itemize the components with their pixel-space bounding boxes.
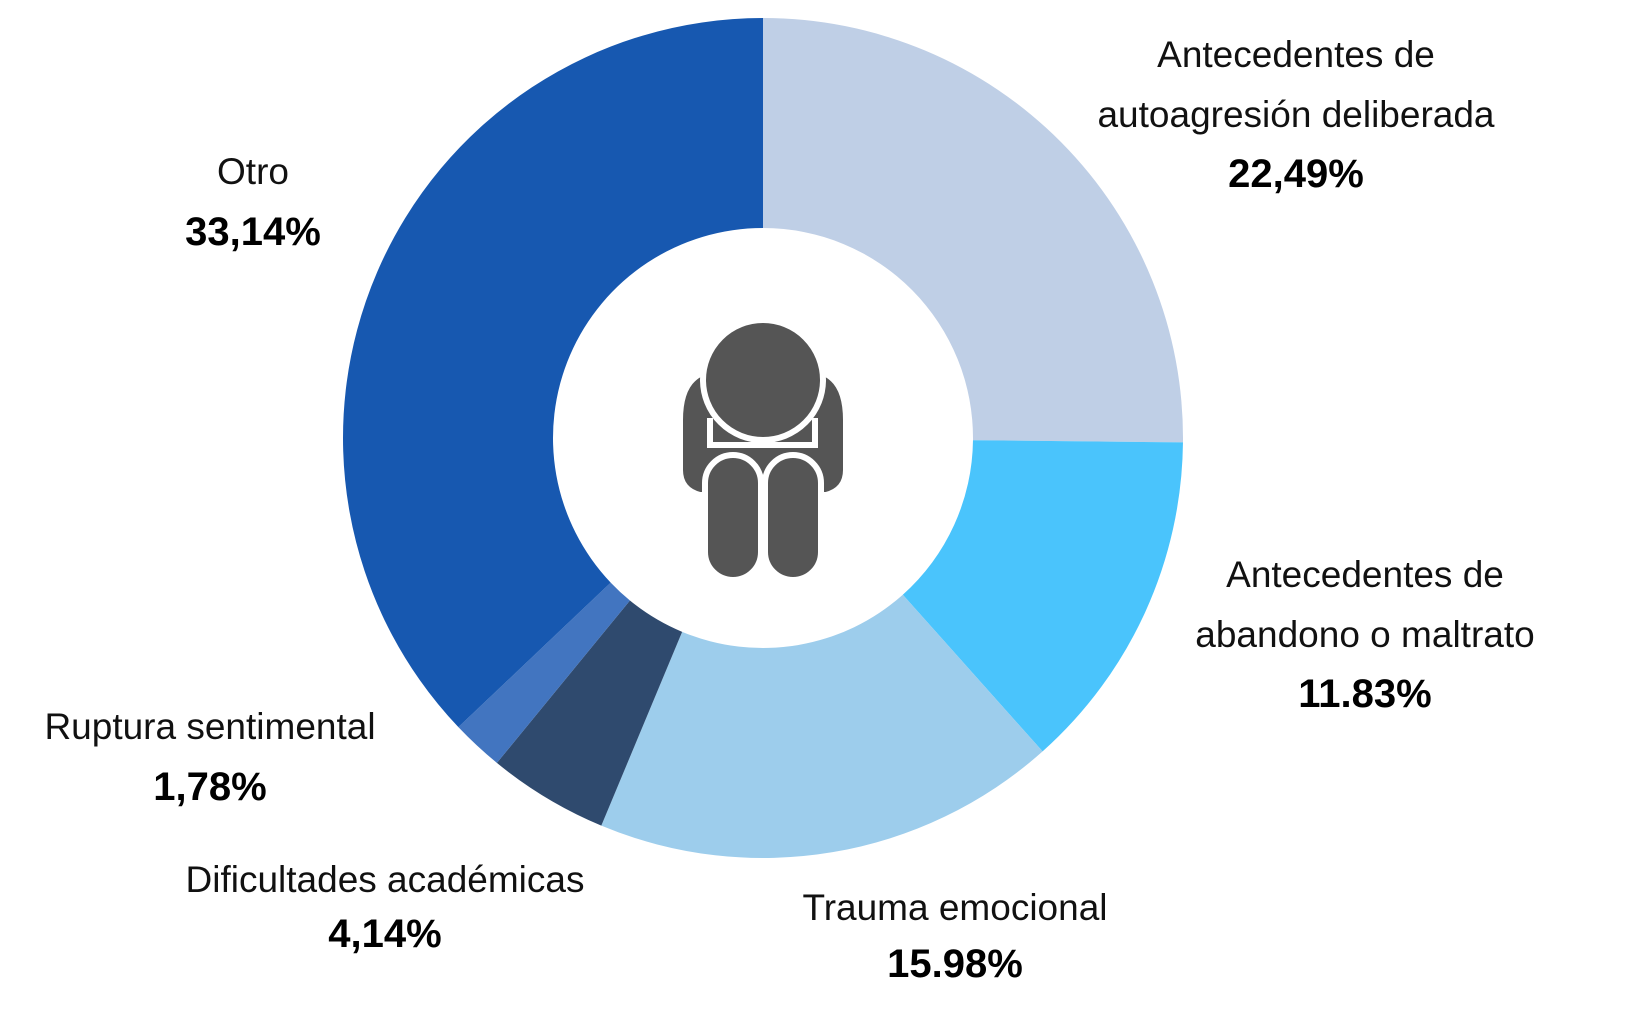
slice-label: Trauma emocional bbox=[802, 887, 1108, 928]
slice-label: Dificultades académicas bbox=[185, 859, 585, 900]
donut-slice bbox=[458, 582, 630, 763]
value-label: 33,14% bbox=[185, 210, 321, 254]
donut-slice bbox=[496, 600, 683, 826]
slice-label: Ruptura sentimental bbox=[44, 706, 376, 747]
value-label: 11.83% bbox=[1298, 672, 1432, 716]
slice-label: Otro bbox=[217, 151, 289, 192]
icon-head bbox=[700, 317, 826, 443]
icon-leg bbox=[702, 452, 764, 583]
donut-slice bbox=[902, 440, 1183, 752]
icon-leg bbox=[762, 452, 824, 583]
value-label: 1,78% bbox=[153, 765, 267, 809]
donut-slice bbox=[763, 18, 1184, 443]
value-label: 22,49% bbox=[1228, 152, 1364, 196]
donut-slice bbox=[343, 18, 763, 728]
slice-label: Antecedentes de autoagresión deliberada bbox=[1097, 34, 1495, 135]
person-icon bbox=[677, 317, 849, 583]
icon-arms bbox=[707, 418, 818, 448]
value-label: 15.98% bbox=[887, 942, 1023, 986]
value-label: 4,14% bbox=[328, 912, 442, 956]
slice-label: Antecedentes de abandono o maltrato bbox=[1195, 554, 1535, 655]
donut-slice bbox=[601, 594, 1043, 858]
slices bbox=[343, 18, 1184, 858]
